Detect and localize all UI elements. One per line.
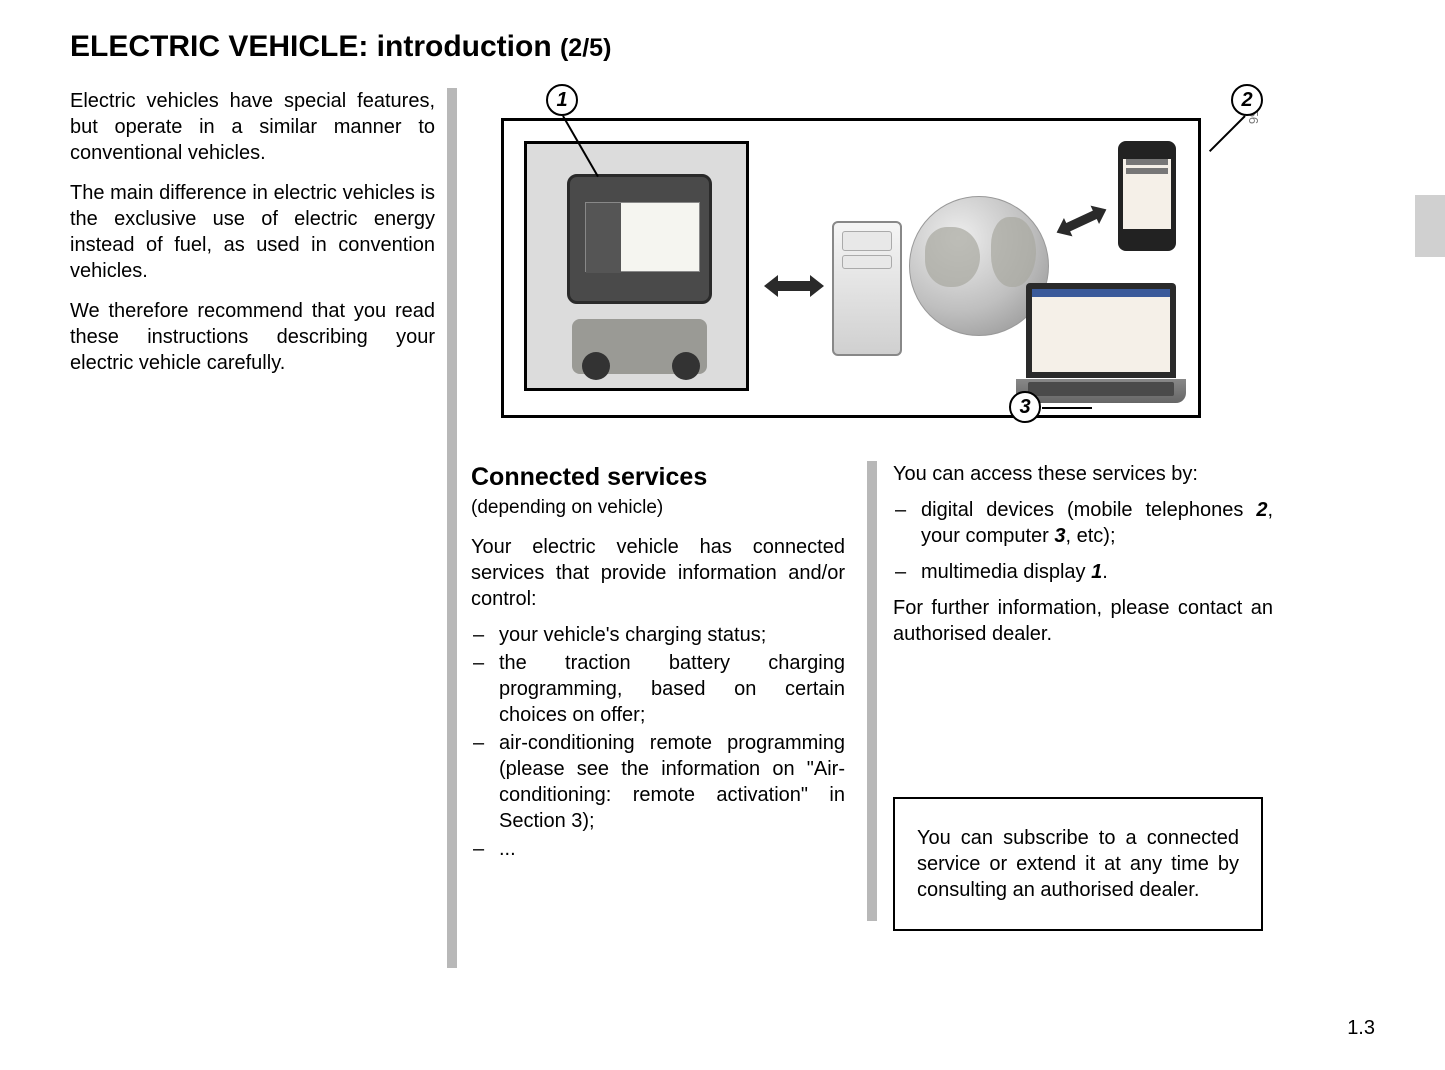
ref-1: 1 (1091, 561, 1102, 583)
ref-3: 3 (1054, 525, 1065, 547)
right-intro: You can access these services by: (893, 461, 1273, 487)
illustration-frame: 3 (501, 118, 1201, 418)
connected-services-heading: Connected services (471, 461, 845, 494)
access-item: multimedia display 1. (893, 559, 1273, 585)
subscription-note-box: You can subscribe to a connected service… (893, 797, 1263, 931)
bidirectional-arrow-icon (1050, 196, 1113, 246)
left-para-3: We therefore recommend that you read the… (70, 298, 435, 376)
middle-column: Connected services (depending on vehicle… (471, 461, 851, 931)
left-column: Electric vehicles have special features,… (70, 88, 445, 968)
column-divider-2 (867, 461, 877, 921)
callout-2: 2 (1231, 84, 1263, 116)
access-list: digital devices (mobile telephones 2, yo… (893, 497, 1273, 585)
ref-2: 2 (1256, 499, 1267, 521)
page-number: 1.3 (1347, 1017, 1375, 1040)
section-tab-marker (1415, 195, 1445, 257)
service-item: air-conditioning remote programming (ple… (471, 730, 845, 834)
smartphone-icon (1118, 141, 1176, 251)
access-item: digital devices (mobile telephones 2, yo… (893, 497, 1273, 549)
service-item: your vehicle's charging status; (471, 622, 845, 648)
title-sub: (2/5) (560, 34, 611, 62)
column-divider-1 (447, 88, 457, 968)
services-list: your vehicle's charging status; the trac… (471, 622, 845, 862)
connected-services-subhead: (depending on vehicle) (471, 496, 845, 521)
page-title: ELECTRIC VEHICLE: introduction (2/5) (70, 30, 1375, 64)
mid-intro: Your electric vehicle has connected serv… (471, 534, 845, 612)
server-icon (832, 221, 902, 356)
callout-3: 3 (1009, 391, 1041, 423)
callout-2-line (1209, 115, 1246, 152)
bidirectional-arrow-icon (764, 271, 824, 301)
laptop-icon (1016, 283, 1186, 403)
callout-1: 1 (546, 84, 578, 116)
left-para-1: Electric vehicles have special features,… (70, 88, 435, 166)
right-column: You can access these services by: digita… (893, 461, 1273, 931)
right-outro: For further information, please contact … (893, 595, 1273, 647)
left-para-2: The main difference in electric vehicles… (70, 180, 435, 284)
service-item: the traction battery charging programmin… (471, 650, 845, 728)
connectivity-figure: 35956 1 2 (471, 88, 1231, 433)
callout-3-line (1042, 407, 1092, 409)
title-main: ELECTRIC VEHICLE: introduction (70, 30, 560, 63)
dashboard-icon (524, 141, 749, 391)
service-item: ... (471, 836, 845, 862)
